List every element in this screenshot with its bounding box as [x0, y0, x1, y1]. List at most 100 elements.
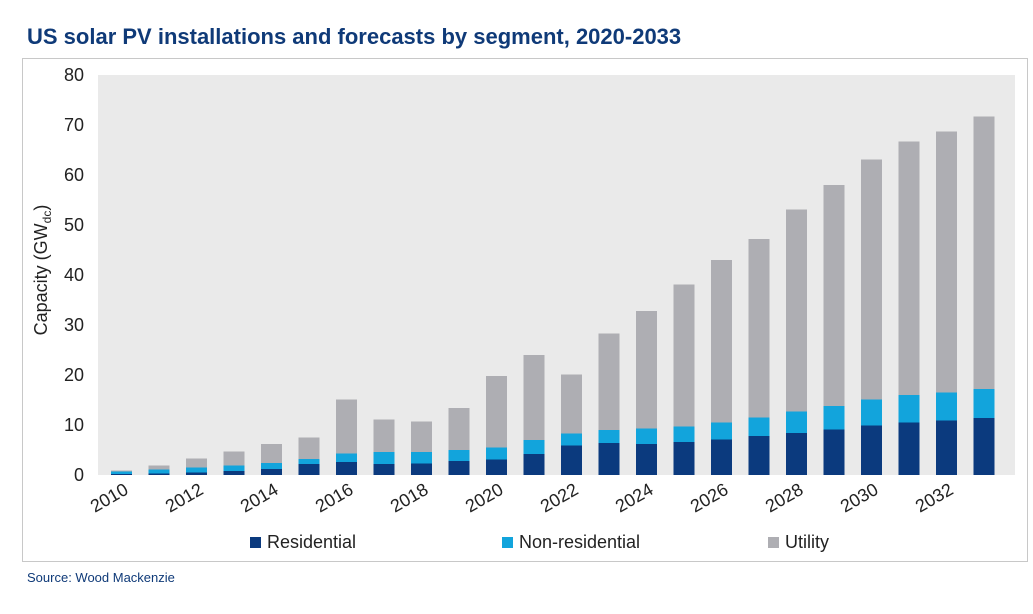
y-axis-ticks: 0 10 20 30 40 50 60 70 80 — [64, 65, 84, 485]
bar-segment-non-residential-2016 — [336, 453, 357, 462]
bar-segment-utility-2011 — [148, 465, 170, 470]
bar-segment-non-residential-2027 — [748, 417, 770, 436]
bar-segment-utility-2014 — [261, 444, 282, 463]
bar-segment-residential-2013 — [223, 471, 245, 475]
x-tick-label: 2016 — [312, 479, 357, 516]
bar-segment-residential-2011 — [148, 473, 170, 475]
source-note: Source: Wood Mackenzie — [27, 570, 175, 585]
bar-segment-residential-2019 — [448, 461, 470, 475]
legend-item-residential: Residential — [250, 532, 356, 553]
bar-segment-non-residential-2029 — [823, 406, 845, 430]
bar-segment-residential-2025 — [673, 442, 695, 475]
bar-segment-utility-2012 — [186, 458, 207, 468]
bar-segment-residential-2027 — [748, 436, 770, 475]
x-tick-label: 2012 — [162, 479, 207, 516]
bar-segment-utility-2023 — [598, 333, 620, 430]
y-axis-label-sub: dc — [40, 211, 54, 224]
bar-segment-non-residential-2020 — [486, 447, 507, 460]
bar-segment-utility-2027 — [748, 239, 770, 418]
bar-segment-residential-2021 — [523, 454, 545, 475]
bar-segment-non-residential-2021 — [523, 440, 545, 454]
bar-segment-utility-2032 — [936, 131, 957, 393]
y-tick-label: 30 — [64, 315, 84, 335]
bar-segment-non-residential-2023 — [598, 430, 620, 443]
bar-segment-residential-2030 — [861, 425, 882, 475]
bar-segment-residential-2032 — [936, 420, 957, 475]
bar-segment-residential-2015 — [298, 464, 320, 475]
bar-segment-residential-2016 — [336, 462, 357, 475]
bar-segment-non-residential-2017 — [373, 452, 395, 464]
y-tick-label: 10 — [64, 415, 84, 435]
x-tick-label: 2030 — [837, 479, 882, 516]
y-tick-label: 80 — [64, 65, 84, 85]
bar-segment-residential-2023 — [598, 443, 620, 475]
bar-segment-utility-2010 — [111, 470, 132, 472]
x-tick-label: 2010 — [87, 479, 132, 516]
bar-segment-residential-2022 — [561, 445, 582, 475]
y-tick-label: 20 — [64, 365, 84, 385]
y-tick-label: 50 — [64, 215, 84, 235]
x-tick-label: 2018 — [387, 479, 432, 516]
bar-segment-non-residential-2012 — [186, 467, 207, 473]
bar-segment-utility-2017 — [373, 419, 395, 452]
bar-segment-non-residential-2025 — [673, 426, 695, 442]
bar-segment-utility-2030 — [861, 159, 882, 400]
y-axis-label-close: ) — [31, 205, 51, 211]
bar-segment-non-residential-2024 — [636, 428, 657, 444]
legend-swatch-utility — [768, 537, 779, 548]
bar-segment-utility-2020 — [486, 376, 507, 448]
y-axis-label-main: Capacity (GW — [31, 223, 51, 335]
y-tick-label: 40 — [64, 265, 84, 285]
bar-segment-utility-2016 — [336, 399, 357, 454]
bar-segment-residential-2026 — [711, 439, 732, 475]
bar-segment-non-residential-2010 — [111, 471, 132, 474]
chart-title: US solar PV installations and forecasts … — [27, 24, 682, 49]
bar-segment-residential-2029 — [823, 429, 845, 475]
bar-segment-non-residential-2013 — [223, 465, 245, 471]
y-axis-label: Capacity (GWdc) — [31, 205, 54, 336]
bar-segment-non-residential-2031 — [898, 395, 920, 423]
bar-segment-residential-2033 — [973, 418, 995, 475]
bar-segment-residential-2014 — [261, 469, 282, 475]
legend-swatch-non-residential — [502, 537, 513, 548]
x-tick-label: 2026 — [687, 479, 732, 516]
bar-segment-non-residential-2018 — [411, 452, 432, 464]
bar-segment-utility-2019 — [448, 408, 470, 450]
bar-segment-non-residential-2033 — [973, 389, 995, 418]
bar-segment-residential-2024 — [636, 444, 657, 475]
legend-label-utility: Utility — [785, 532, 829, 552]
x-tick-label: 2014 — [237, 479, 282, 516]
bar-segment-utility-2022 — [561, 374, 582, 434]
y-tick-label: 70 — [64, 115, 84, 135]
bar-segment-residential-2031 — [898, 422, 920, 475]
legend-item-utility: Utility — [768, 532, 829, 553]
bar-segment-non-residential-2026 — [711, 422, 732, 440]
legend: Residential Non-residential Utility — [0, 532, 1033, 556]
bar-segment-residential-2020 — [486, 459, 507, 475]
bar-segment-utility-2028 — [786, 209, 807, 412]
bar-segment-utility-2026 — [711, 260, 732, 423]
bar-segment-utility-2031 — [898, 141, 920, 395]
bar-segment-utility-2033 — [973, 116, 995, 389]
bar-segment-utility-2029 — [823, 185, 845, 406]
bar-segment-non-residential-2028 — [786, 411, 807, 433]
bar-segment-utility-2024 — [636, 311, 657, 429]
bar-segment-utility-2025 — [673, 284, 695, 427]
x-tick-label: 2020 — [462, 479, 507, 516]
bar-segment-non-residential-2022 — [561, 433, 582, 446]
bar-segment-non-residential-2032 — [936, 392, 957, 421]
legend-label-residential: Residential — [267, 532, 357, 552]
x-tick-label: 2028 — [762, 479, 807, 516]
bar-segment-non-residential-2014 — [261, 463, 282, 469]
x-tick-label: 2024 — [612, 479, 657, 516]
bar-segment-residential-2010 — [111, 474, 132, 475]
x-tick-label: 2032 — [912, 479, 957, 516]
bar-segment-non-residential-2030 — [861, 399, 882, 426]
bar-segment-utility-2015 — [298, 437, 320, 459]
bar-segment-residential-2028 — [786, 433, 807, 475]
x-tick-label: 2022 — [537, 479, 582, 516]
bar-segment-residential-2018 — [411, 463, 432, 475]
bar-segment-non-residential-2011 — [148, 469, 170, 474]
bar-segment-non-residential-2015 — [298, 459, 320, 464]
